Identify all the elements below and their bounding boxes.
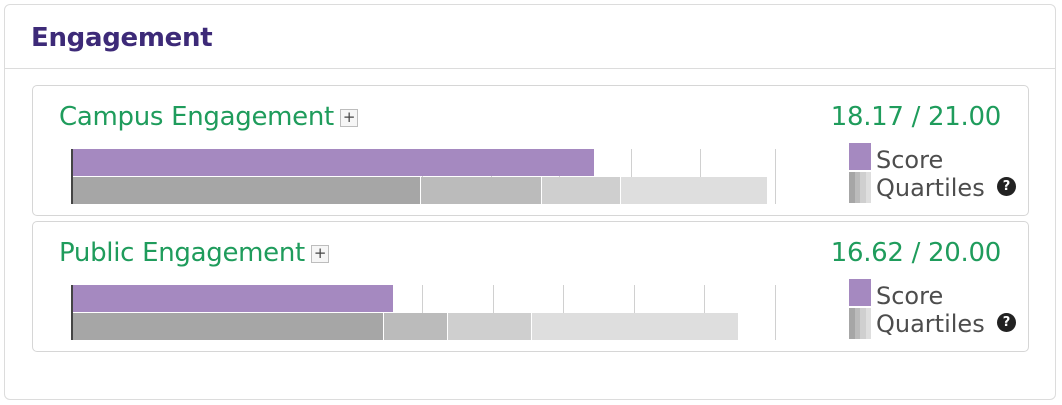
card-title-text: Campus Engagement	[59, 102, 334, 132]
quartiles-swatch	[849, 172, 871, 203]
quartile-segment-2	[421, 177, 542, 204]
chart-legend: Score Quartiles ?	[849, 279, 1019, 343]
quartile-segment-1	[72, 313, 384, 340]
score-bar	[72, 285, 393, 312]
panel-header: Engagement	[5, 5, 1055, 69]
grid-tick	[775, 149, 776, 204]
grid-tick	[491, 149, 492, 204]
grid-tick	[563, 285, 564, 340]
panel-title: Engagement	[31, 23, 213, 53]
quartile-segment-4	[532, 313, 739, 340]
question-circle-icon[interactable]: ?	[997, 313, 1016, 332]
quartiles-legend-label: Quartiles	[876, 310, 985, 338]
quartile-segment-3	[542, 177, 621, 204]
score-swatch	[849, 279, 871, 306]
grid-tick	[704, 285, 705, 340]
score-swatch	[849, 143, 871, 170]
quartile-segment-2	[384, 313, 448, 340]
quartiles-swatch	[849, 308, 871, 339]
quartile-segment-3	[448, 313, 532, 340]
score-chart	[71, 285, 776, 340]
question-circle-icon[interactable]: ?	[997, 177, 1016, 196]
quartile-segment-1	[72, 177, 421, 204]
grid-tick	[493, 285, 494, 340]
chart-legend: Score Quartiles ?	[849, 143, 1019, 207]
grid-tick	[775, 285, 776, 340]
card-title: Campus Engagement +	[59, 102, 358, 132]
grid-tick	[559, 149, 560, 204]
public-engagement-card: Public Engagement + 16.62 / 20.00 Score Q…	[32, 221, 1029, 352]
expand-button[interactable]: +	[310, 244, 329, 263]
quartile-segment-4	[621, 177, 768, 204]
chart-axis	[71, 149, 73, 204]
campus-engagement-card: Campus Engagement + 18.17 / 21.00 Score Q…	[32, 85, 1029, 216]
score-chart	[71, 149, 776, 204]
grid-tick	[631, 149, 632, 204]
score-legend-label: Score	[876, 146, 944, 174]
grid-tick	[422, 149, 423, 204]
engagement-panel: Engagement Campus Engagement + 18.17 / 21…	[4, 4, 1056, 400]
expand-button[interactable]: +	[339, 108, 358, 127]
grid-tick	[634, 285, 635, 340]
grid-tick	[700, 149, 701, 204]
score-value: 18.17 / 21.00	[830, 102, 1002, 132]
score-legend-label: Score	[876, 282, 944, 310]
grid-tick	[422, 285, 423, 340]
card-title-text: Public Engagement	[59, 238, 305, 268]
score-value: 16.62 / 20.00	[830, 238, 1002, 268]
card-title: Public Engagement +	[59, 238, 329, 268]
score-bar	[72, 149, 594, 176]
quartiles-legend-label: Quartiles	[876, 174, 985, 202]
chart-axis	[71, 285, 73, 340]
